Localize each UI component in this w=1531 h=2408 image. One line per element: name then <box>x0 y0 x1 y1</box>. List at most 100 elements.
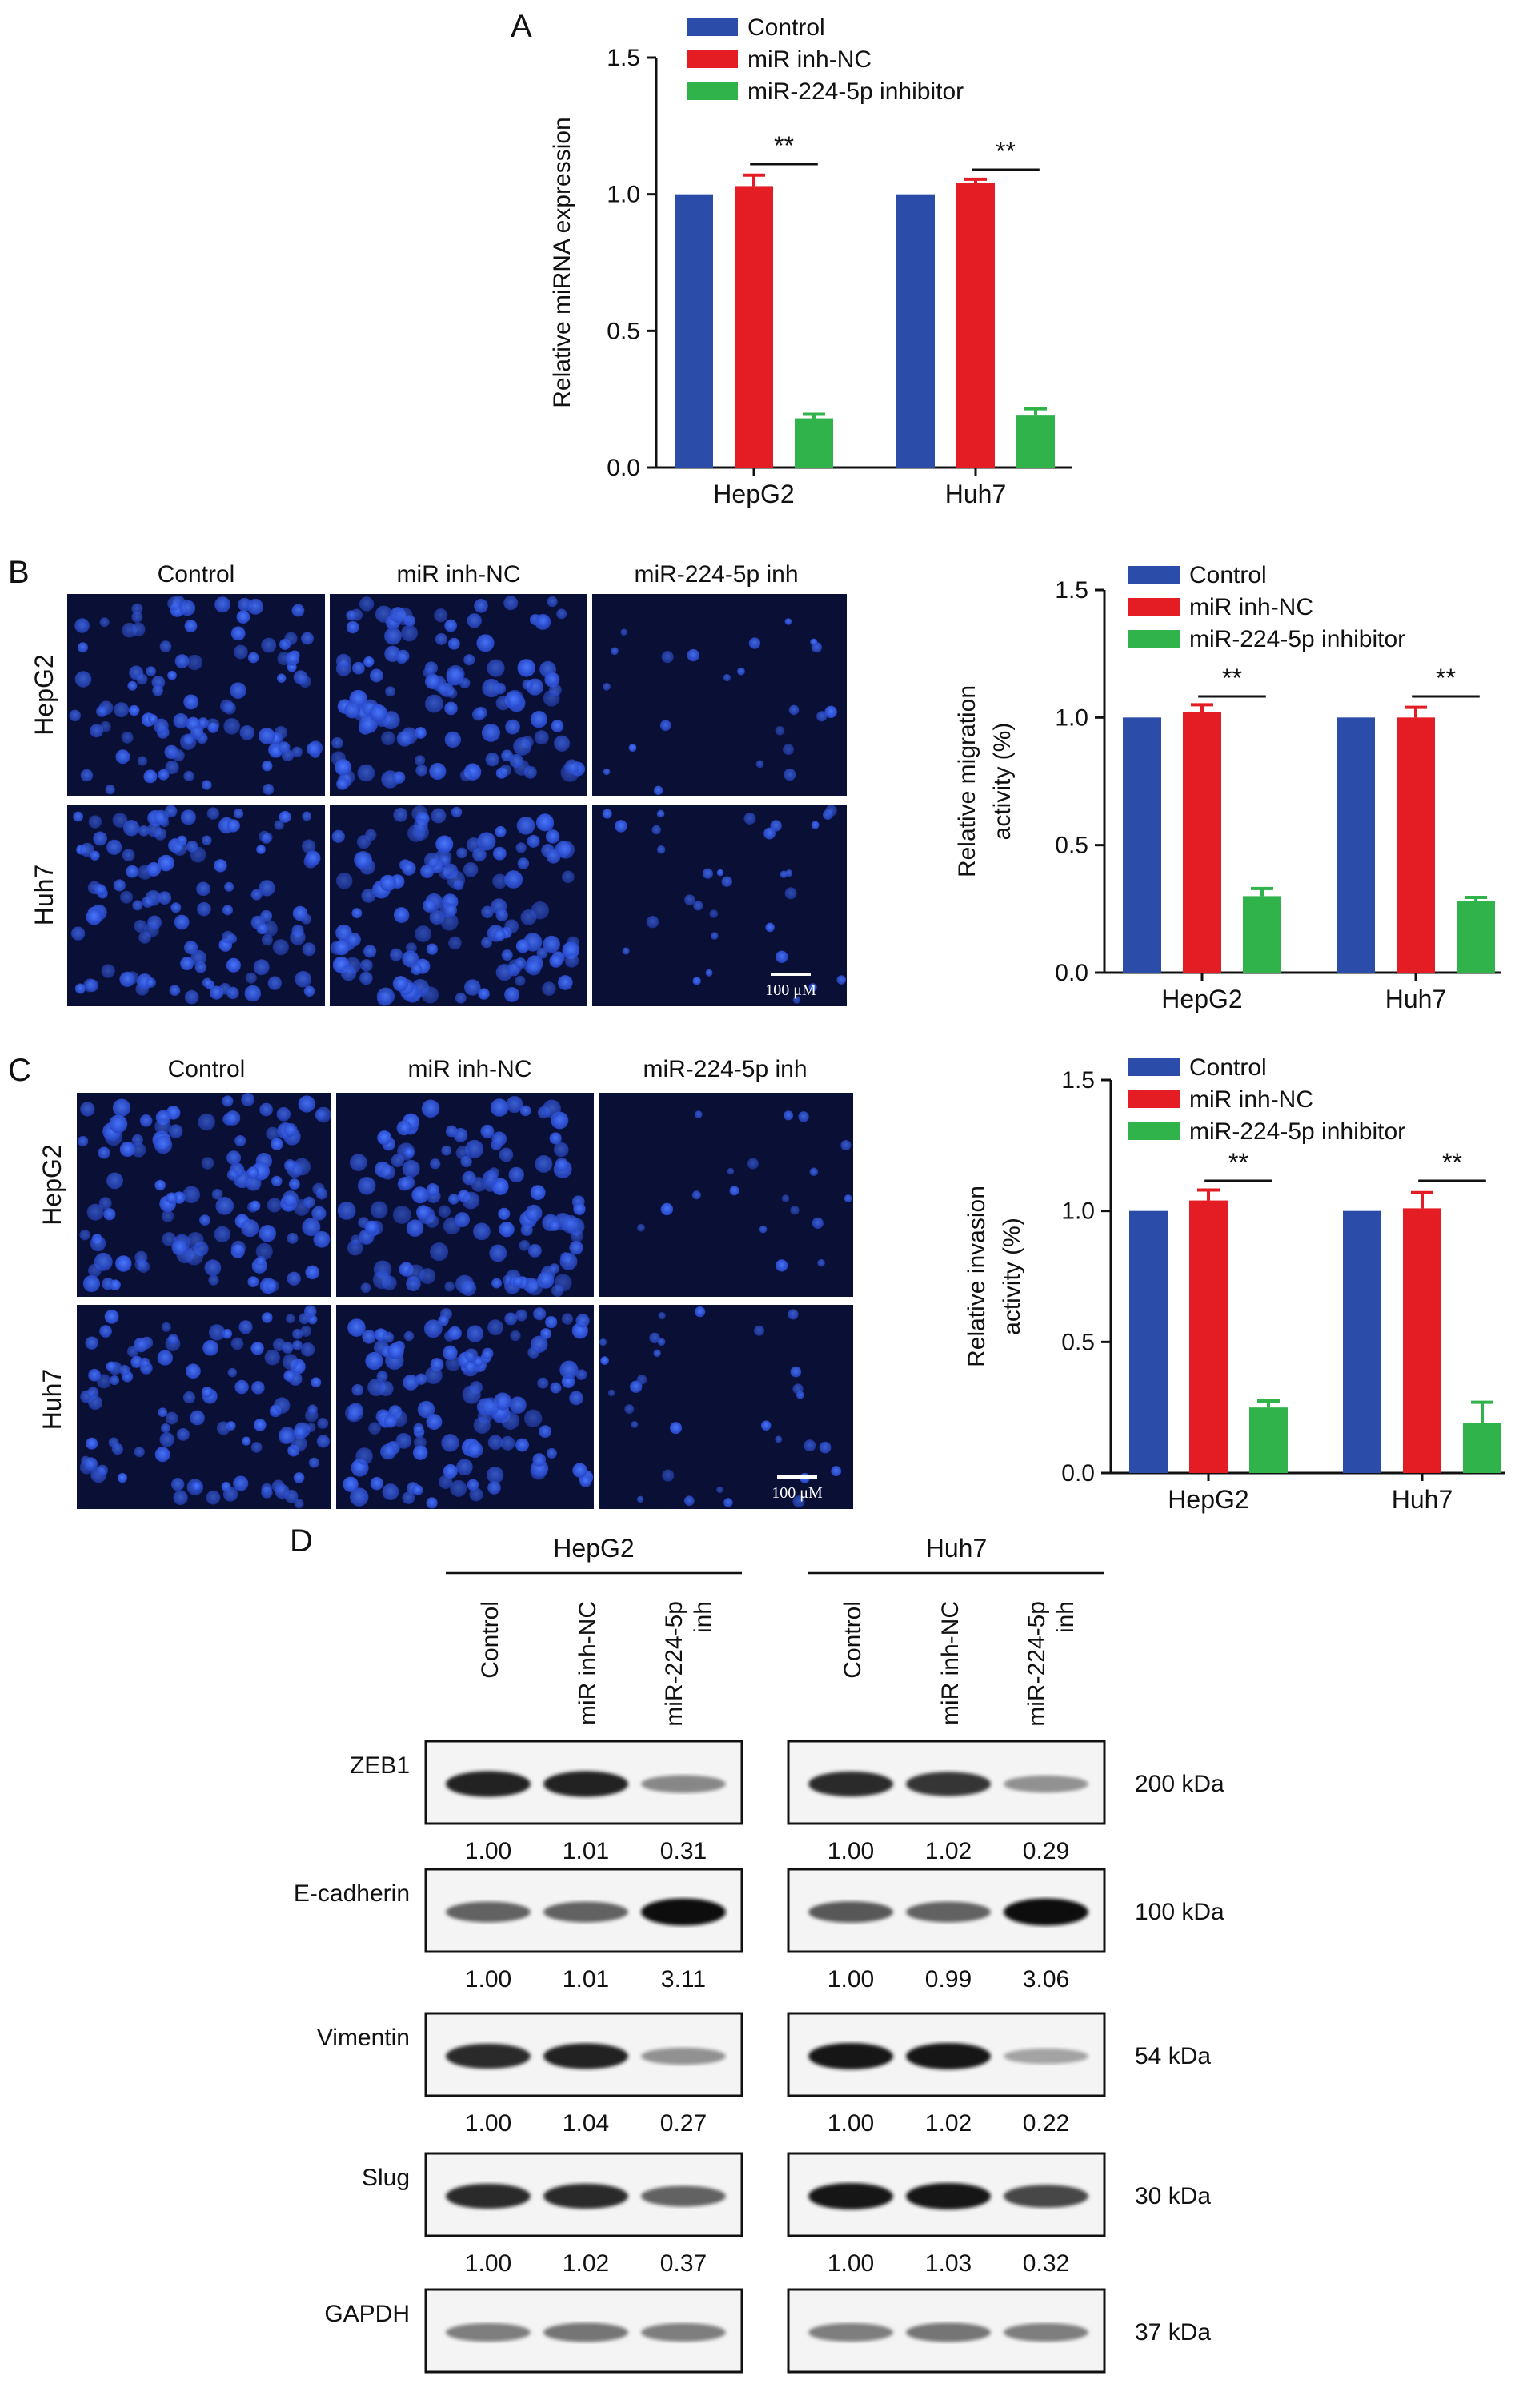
cell-nucleus <box>380 1443 396 1460</box>
cell-nucleus <box>798 1111 809 1122</box>
cell-nucleus <box>253 959 270 976</box>
cell-nucleus <box>96 1464 109 1476</box>
cell-nucleus <box>447 637 460 650</box>
micro-b-col-nc: miR inh-NC <box>396 561 520 588</box>
x-category-label: HepG2 <box>1168 1485 1248 1514</box>
cell-nucleus <box>415 1373 427 1385</box>
cell-nucleus <box>600 1356 609 1365</box>
cell-nucleus <box>151 676 166 689</box>
cell-nucleus <box>106 839 122 855</box>
cell-nucleus <box>548 684 562 696</box>
cell-nucleus <box>276 1107 291 1122</box>
cell-nucleus <box>271 1175 283 1187</box>
cell-nucleus <box>347 1318 366 1337</box>
cell-nucleus <box>501 949 513 961</box>
cell-nucleus <box>504 919 519 934</box>
cell-nucleus <box>152 685 163 696</box>
bar-mir-224-5p-inhibitor <box>795 418 833 468</box>
cell-nucleus <box>475 706 487 720</box>
cell-nucleus <box>298 1095 315 1113</box>
cell-nucleus <box>206 807 220 820</box>
cell-nucleus <box>174 914 190 930</box>
cell-nucleus <box>819 1441 832 1454</box>
legend-swatch <box>1128 630 1180 648</box>
cell-nucleus <box>426 1183 439 1197</box>
cell-nucleus <box>544 672 560 688</box>
cell-nucleus <box>456 847 467 859</box>
cell-nucleus <box>487 659 505 677</box>
cell-nucleus <box>426 1497 438 1509</box>
cell-nucleus <box>261 934 273 946</box>
cell-nucleus <box>467 1479 479 1491</box>
cell-nuclei-group <box>603 618 837 796</box>
cell-nucleus <box>222 701 236 715</box>
cell-nucleus <box>519 1105 531 1117</box>
cell-nucleus <box>487 1466 504 1484</box>
cell-nucleus <box>481 723 500 742</box>
cell-nucleus <box>535 1155 553 1173</box>
cell-nucleus <box>201 1386 213 1398</box>
cell-nucleus <box>415 1205 431 1220</box>
y-tick-label: 1.0 <box>607 182 640 208</box>
cell-nucleus <box>472 1222 491 1241</box>
cell-nucleus <box>836 975 847 985</box>
cell-nucleus <box>492 846 507 861</box>
cell-nucleus <box>112 813 128 828</box>
cell-nucleus <box>159 640 172 652</box>
cell-nucleus <box>180 957 194 971</box>
cell-nucleus <box>133 1337 149 1353</box>
cell-nucleus <box>158 769 170 781</box>
cell-nucleus <box>206 1490 221 1505</box>
cell-nucleus <box>372 1270 391 1290</box>
cell-nucleus <box>463 862 479 877</box>
cell-nucleus <box>96 705 108 717</box>
cell-nucleus <box>817 1258 825 1267</box>
cell-nucleus <box>661 651 674 664</box>
blot-band <box>1004 1775 1088 1793</box>
cell-nucleus <box>264 1350 280 1366</box>
cell-nucleus <box>559 1252 578 1270</box>
cell-nucleus <box>469 1487 483 1502</box>
micrograph-image <box>599 1093 853 1297</box>
micrograph-grid-c: Control miR inh-NC miR-224-5p inh HepG2 … <box>38 1056 853 1509</box>
cell-nucleus <box>98 1197 112 1210</box>
cell-nucleus <box>167 1334 178 1345</box>
cell-nucleus <box>534 730 549 745</box>
cell-nucleus <box>683 1495 695 1507</box>
cell-nucleus <box>376 1371 388 1383</box>
cell-nucleus <box>74 983 86 994</box>
legend-label: miR-224-5p inhibitor <box>1189 626 1405 652</box>
cell-nucleus <box>279 810 291 823</box>
cell-nucleus <box>368 1422 381 1435</box>
cell-nucleus <box>370 1201 388 1219</box>
legend-label: miR-224-5p inhibitor <box>747 78 964 105</box>
cell-nucleus <box>513 737 531 756</box>
cell-nucleus <box>190 949 206 966</box>
cell-nucleus <box>261 1483 272 1495</box>
cell-nucleus <box>543 935 560 953</box>
cell-nucleus <box>460 1155 472 1168</box>
cell-nucleus <box>139 1114 153 1127</box>
cell-nucleus <box>138 825 150 837</box>
cell-nucleus <box>256 845 266 854</box>
blot-band <box>641 1775 726 1793</box>
cell-nucleus <box>241 1219 259 1238</box>
cell-nucleus <box>369 668 383 683</box>
cell-nucleus <box>165 760 179 775</box>
y-axis-label: activity (%) <box>999 1218 1025 1335</box>
cell-nucleus <box>143 769 158 784</box>
micrograph-image <box>599 1305 853 1509</box>
cell-nucleus <box>526 1278 543 1296</box>
bar-mir-inh-nc <box>1189 1200 1228 1473</box>
cell-nucleus <box>530 711 548 728</box>
cell-nucleus <box>357 1176 376 1195</box>
cell-nucleus <box>315 1109 327 1121</box>
cell-nucleus <box>359 596 375 612</box>
cell-nucleus <box>359 971 373 985</box>
cell-nucleus <box>775 1435 783 1443</box>
blot-band <box>446 2183 531 2209</box>
cell-nucleus <box>716 869 724 877</box>
blot-quant-value: 0.29 <box>1023 1838 1069 1864</box>
cell-nucleus <box>179 733 197 750</box>
cell-nucleus <box>426 1414 443 1430</box>
